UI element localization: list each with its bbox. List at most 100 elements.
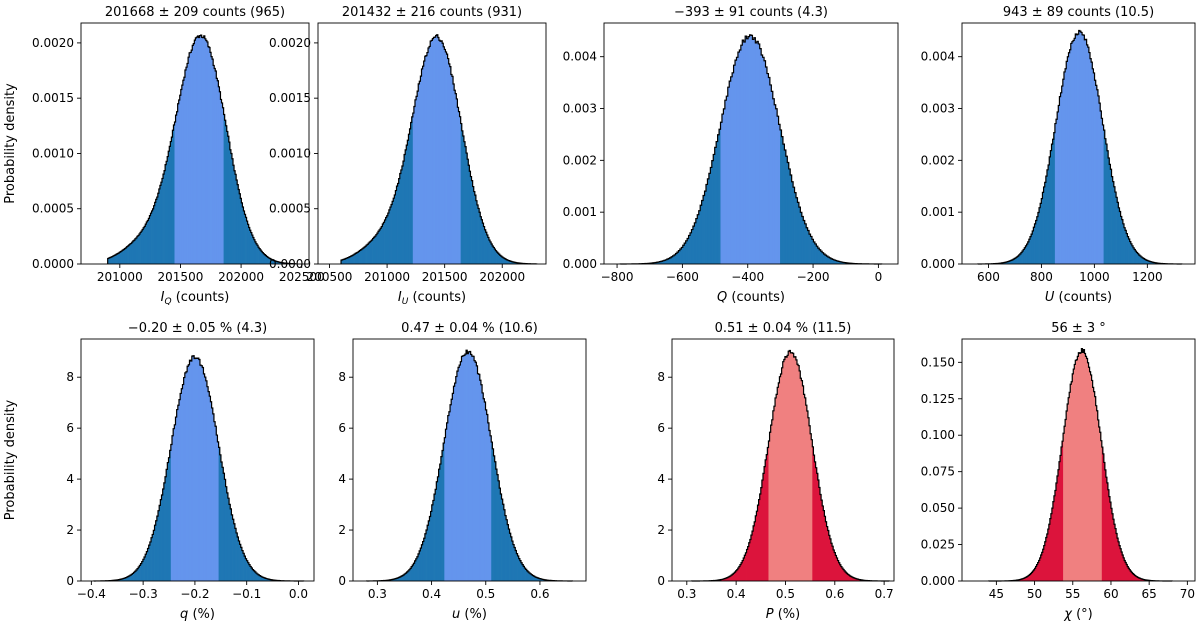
histogram-bar-92: [441, 40, 443, 264]
histogram-bar-98: [762, 57, 765, 264]
histogram-bar-145: [1136, 576, 1138, 581]
histogram-bar-72: [724, 100, 727, 264]
histogram-bar-136: [522, 564, 524, 581]
histogram-bar-154: [508, 260, 510, 264]
histogram-bar-128: [243, 553, 245, 581]
histogram-bar-46: [155, 199, 158, 264]
histogram-bar-75: [186, 67, 188, 264]
histogram-bar-90: [198, 359, 201, 581]
histogram-bar-53: [163, 174, 165, 264]
histogram-bar-46: [419, 550, 421, 581]
histogram-bar-68: [719, 129, 721, 264]
histogram-bar-107: [775, 108, 778, 264]
panel-2: 200500 201000 201500 202000 0.0000 0.0005 0.00…: [269, 5, 547, 307]
histogram-bar-124: [800, 212, 803, 264]
x-axis-symbol: Q: [717, 290, 727, 305]
histogram-bar-84: [1074, 364, 1076, 581]
x-tick-label: 200500: [307, 270, 353, 284]
histogram-bar-137: [841, 568, 844, 581]
y-tick-label: 8: [338, 370, 346, 384]
histogram-bar-79: [1067, 56, 1069, 265]
histogram-bar-116: [788, 168, 791, 264]
histogram-bar-82: [1072, 373, 1074, 581]
histogram-bar-86: [1075, 33, 1077, 264]
histogram-bar-115: [466, 153, 468, 264]
histogram-bar-126: [239, 193, 241, 264]
histogram-bar-93: [204, 38, 207, 264]
histogram-bar-135: [248, 227, 251, 264]
histogram-bar-89: [200, 35, 203, 264]
histogram-bar-80: [1070, 384, 1072, 581]
histogram-bar-99: [211, 56, 213, 265]
histogram-bar-128: [1122, 223, 1125, 264]
histogram-bar-91: [791, 352, 793, 581]
histogram-bar-71: [1058, 105, 1060, 264]
histogram-bar-52: [695, 218, 698, 264]
histogram-bar-96: [205, 380, 208, 581]
histogram-bar-75: [729, 81, 732, 264]
histogram-bar-131: [483, 226, 485, 264]
histogram-bar-48: [1032, 230, 1034, 264]
histogram-bar-45: [741, 562, 743, 581]
x-axis-unit: (%): [188, 607, 215, 622]
histogram-bar-36: [407, 570, 410, 581]
histogram-bar-87: [466, 350, 468, 581]
histogram-bar-159: [273, 260, 276, 264]
histogram-bar-139: [822, 252, 824, 264]
histogram-bar-99: [448, 63, 451, 264]
histogram-bar-81: [737, 52, 740, 264]
histogram-bar-84: [783, 359, 786, 581]
histogram-bar-85: [196, 37, 198, 264]
histogram-bar-50: [692, 226, 695, 264]
histogram-bar-36: [380, 228, 382, 264]
histogram-bar-54: [1043, 545, 1046, 581]
histogram-bar-33: [727, 577, 730, 581]
y-tick-label: 0.000: [921, 574, 955, 588]
histogram-bar-130: [1125, 230, 1127, 264]
histogram-bar-74: [451, 399, 453, 581]
histogram-bar-110: [460, 123, 463, 265]
histogram-bar-111: [223, 473, 225, 581]
x-tick-label: 201500: [158, 270, 204, 284]
histogram-bar-87: [1076, 34, 1078, 265]
histogram-bar-40: [678, 250, 681, 264]
histogram-bar-114: [816, 473, 819, 581]
histogram-bar-1: [108, 257, 111, 264]
histogram-bar-88: [1078, 352, 1080, 581]
histogram-bar-40: [412, 565, 414, 581]
histogram-bar-74: [727, 87, 730, 264]
histogram-bar-63: [438, 469, 441, 581]
histogram-bar-42: [737, 568, 740, 581]
histogram-bar-35: [1017, 256, 1020, 264]
histogram-bar-134: [1129, 241, 1132, 264]
histogram-bar-98: [1088, 52, 1091, 264]
histogram-bar-82: [739, 50, 742, 264]
histogram-bar-50: [1039, 557, 1042, 581]
histogram-bar-74: [421, 68, 423, 265]
histogram-bar-6: [347, 257, 350, 264]
histogram-bar-82: [1070, 43, 1073, 264]
histogram-bar-121: [824, 516, 826, 581]
histogram-bar-103: [453, 84, 455, 264]
histogram-bar-133: [248, 564, 251, 581]
histogram-bar-125: [828, 535, 831, 581]
histogram-bar-81: [429, 46, 431, 264]
histogram-bar-155: [509, 261, 512, 264]
histogram-bar-127: [1121, 219, 1124, 264]
histogram-bar-54: [156, 516, 159, 581]
histogram-bar-151: [265, 255, 267, 264]
histogram-bar-122: [797, 202, 800, 264]
histogram-bar-65: [762, 473, 765, 581]
histogram-bar-30: [139, 233, 141, 264]
y-tick-label: 0.001: [921, 205, 955, 219]
histogram-bar-34: [143, 227, 145, 264]
histogram-bar-143: [530, 573, 532, 581]
histogram-bar-134: [486, 234, 489, 264]
histogram-bar-39: [148, 218, 150, 264]
y-tick-label: 2: [66, 523, 74, 537]
histogram-bar-112: [462, 136, 465, 264]
histogram-bar-26: [124, 578, 126, 581]
histogram-bar-74: [1064, 426, 1066, 581]
histogram-bar-125: [801, 216, 804, 264]
histogram-bar-14: [356, 252, 358, 264]
